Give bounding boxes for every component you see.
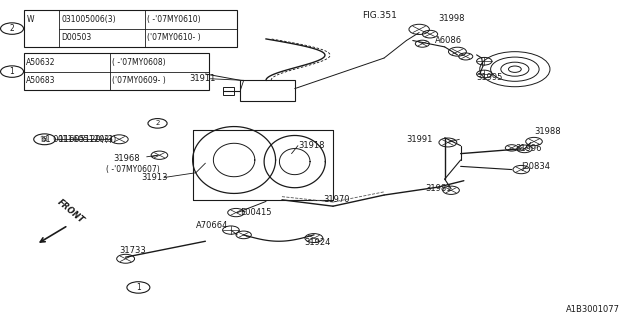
Text: E00415: E00415 <box>241 208 272 217</box>
Text: D00503: D00503 <box>61 33 92 42</box>
Text: FRONT: FRONT <box>56 198 86 225</box>
Text: 31981: 31981 <box>426 184 452 193</box>
Text: 31991: 31991 <box>406 135 433 144</box>
Text: 1: 1 <box>136 283 141 292</box>
Text: ( -'07MY0608): ( -'07MY0608) <box>112 58 166 67</box>
Bar <box>241 80 295 101</box>
Text: 31911: 31911 <box>189 74 216 83</box>
Text: 31968: 31968 <box>113 154 140 163</box>
Text: 31996: 31996 <box>515 144 541 153</box>
Text: 31995: 31995 <box>477 73 503 82</box>
Text: FIG.351: FIG.351 <box>362 11 397 20</box>
Text: W: W <box>27 15 34 24</box>
Text: 011605120(3): 011605120(3) <box>58 135 116 144</box>
Bar <box>24 53 209 90</box>
Text: 31913: 31913 <box>141 173 168 182</box>
Text: 31924: 31924 <box>304 238 331 247</box>
Text: A50683: A50683 <box>26 76 56 85</box>
Text: 31998: 31998 <box>438 14 465 23</box>
Text: B: B <box>42 136 47 142</box>
Bar <box>223 87 234 95</box>
Text: ( -'07MY0607): ( -'07MY0607) <box>106 165 160 174</box>
Text: A6086: A6086 <box>435 36 462 45</box>
Text: 31970: 31970 <box>323 195 350 204</box>
Text: 31918: 31918 <box>298 141 324 150</box>
Text: 2: 2 <box>156 120 160 126</box>
Text: A70664: A70664 <box>196 221 228 230</box>
Text: J20834: J20834 <box>521 162 550 171</box>
Bar <box>24 10 237 47</box>
Text: ␢1 011605120(3): ␢1 011605120(3) <box>41 135 113 144</box>
Text: A1B3001077: A1B3001077 <box>566 305 620 314</box>
Text: ('07MY0609- ): ('07MY0609- ) <box>112 76 166 85</box>
Text: 31733: 31733 <box>119 246 146 255</box>
Text: 031005006(3): 031005006(3) <box>61 15 116 24</box>
Text: 1: 1 <box>10 67 15 76</box>
Text: 2: 2 <box>10 24 15 33</box>
Text: 31988: 31988 <box>534 127 561 136</box>
Text: ( -'07MY0610): ( -'07MY0610) <box>147 15 201 24</box>
Text: A50632: A50632 <box>26 58 56 67</box>
Text: ('07MY0610- ): ('07MY0610- ) <box>147 33 201 42</box>
